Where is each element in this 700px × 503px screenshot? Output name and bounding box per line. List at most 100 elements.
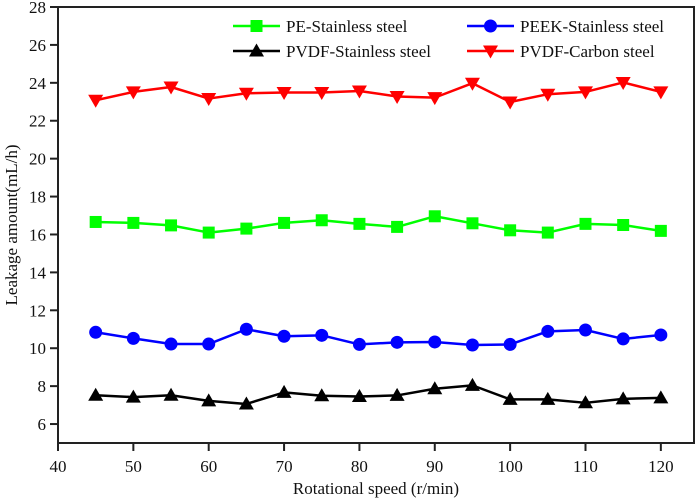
data-point [502,96,518,110]
data-point [201,93,217,107]
data-point [88,94,104,108]
data-point [277,329,291,343]
data-point [427,381,443,395]
y-tick-label: 16 [29,225,46,244]
series-group [88,76,669,410]
x-axis-ticks: 40 50 60 70 80 90 100 110 120 [50,443,674,476]
x-tick-label: 110 [573,457,598,476]
series-pvdf-stainless-steel [88,377,669,410]
data-point [314,388,330,402]
data-point [617,219,630,231]
data-point [616,332,630,346]
series-line [95,384,661,406]
series-pe-stainless-steel [89,210,667,239]
data-point [466,217,479,230]
legend: PE-Stainless steel PEEK-Stainless steel PV… [233,17,664,61]
data-point [465,338,479,352]
series-peek-stainless-steel [89,322,668,352]
x-tick-label: 50 [125,457,142,476]
data-point [239,322,253,336]
data-point [278,216,291,229]
data-point [464,77,480,91]
series-line [95,328,661,347]
legend-marker [483,45,498,59]
legend-item-pvdf-stainless-steel: PVDF-Stainless steel [233,42,431,61]
x-tick-label: 90 [426,457,443,476]
y-tick-label: 20 [29,150,46,169]
x-tick-label: 60 [200,457,217,476]
x-tick-label: 100 [497,457,523,476]
series-line [95,81,662,104]
data-point [391,220,404,233]
x-tick-label: 70 [276,457,293,476]
data-point [540,391,556,405]
series-pvdf-carbon-steel [88,76,669,110]
data-point [125,389,141,403]
data-point [314,86,330,100]
data-point [502,391,518,405]
data-point [276,86,292,100]
data-point [579,217,592,230]
y-tick-label: 22 [29,112,46,131]
data-point [201,393,217,407]
y-tick-label: 28 [29,0,46,17]
data-point [351,85,367,99]
legend-marker [484,19,497,33]
data-point [503,337,517,351]
legend-label: PVDF-Carbon steel [520,42,655,61]
y-tick-label: 12 [29,301,46,320]
data-point [353,217,366,230]
data-point [89,215,102,228]
data-point [89,325,103,339]
legend-marker [249,43,264,57]
data-point [427,92,443,106]
data-point [654,328,668,342]
x-tick-label: 40 [50,457,67,476]
data-point [164,337,178,351]
x-axis-title: Rotational speed (r/min) [293,479,459,498]
plot-frame [57,6,695,444]
y-axis-ticks: 6 8 10 12 14 16 18 20 22 24 26 28 [29,0,58,434]
data-point [127,216,140,229]
data-point [428,210,441,223]
data-point [126,331,140,345]
data-point [653,86,669,100]
data-point [615,391,631,405]
y-tick-label: 24 [29,74,47,93]
data-point [541,324,555,338]
data-point [577,86,593,100]
data-point [578,323,592,337]
legend-label: PVDF-Stainless steel [286,42,431,61]
data-point [390,335,404,349]
legend-item-peek-stainless-steel: PEEK-Stainless steel [467,17,664,36]
data-point [389,90,405,104]
y-tick-label: 14 [29,263,47,282]
legend-marker [250,20,263,32]
data-point [238,87,254,101]
x-tick-label: 80 [351,457,368,476]
data-point [615,76,631,90]
y-tick-label: 18 [29,188,46,207]
data-point [351,389,367,403]
legend-item-pvdf-carbon-steel: PVDF-Carbon steel [467,42,655,61]
data-point [577,395,593,409]
series-line [95,215,662,234]
y-axis-title: Leakage amount(mL/h) [2,145,21,306]
data-point [428,335,442,349]
plot-border [57,6,695,444]
data-point [202,226,215,239]
data-point [540,88,556,102]
data-point [276,384,292,398]
data-point [389,387,405,401]
legend-item-pe-stainless-steel: PE-Stainless steel [233,17,408,36]
data-point [240,222,253,235]
data-point [654,224,667,237]
data-point [315,214,328,227]
data-point [464,377,480,391]
data-point [125,86,141,100]
y-tick-label: 26 [29,36,46,55]
legend-label: PE-Stainless steel [286,17,408,36]
y-tick-label: 6 [38,415,47,434]
data-point [163,387,179,401]
data-point [352,337,366,351]
